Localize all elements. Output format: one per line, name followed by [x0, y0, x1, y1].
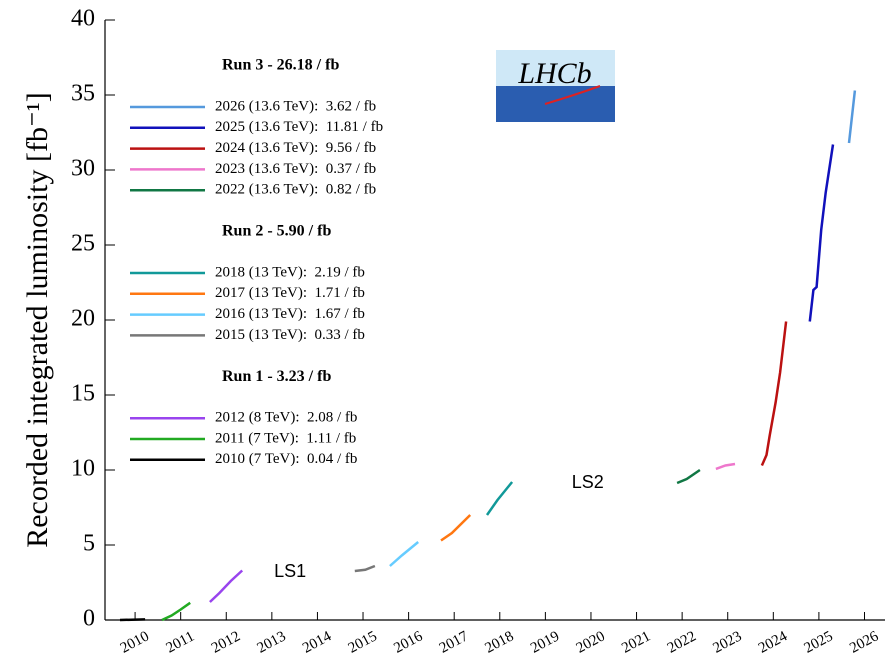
legend-label: 2010 (7 TeV): 0.04 / fb	[215, 451, 357, 467]
y-tick-label: 5	[83, 531, 95, 557]
x-tick-label: 2015	[346, 628, 380, 656]
legend-group-title: Run 1 - 3.23 / fb	[222, 368, 331, 385]
logo: LHCb	[496, 50, 615, 122]
x-tick-label: 2020	[574, 628, 608, 656]
logo-swoosh	[544, 85, 601, 105]
series-line	[760, 321, 788, 467]
x-tick-label: 2022	[665, 628, 699, 656]
y-tick-label: 30	[71, 156, 95, 182]
series-line	[389, 541, 419, 567]
annotation: LS2	[572, 472, 604, 492]
x-tick-label: 2024	[756, 628, 790, 656]
x-tick-label: 2014	[300, 628, 334, 656]
series-line	[209, 569, 244, 603]
series-line	[847, 90, 857, 144]
y-tick-label: 40	[71, 6, 95, 32]
legend-label: 2023 (13.6 TeV): 0.37 / fb	[215, 161, 376, 177]
legend-label: 2025 (13.6 TeV): 11.81 / fb	[215, 119, 383, 135]
series-line	[676, 468, 701, 485]
y-tick-label: 20	[71, 306, 95, 332]
x-tick-label: 2011	[164, 629, 198, 657]
y-tick-label: 35	[71, 81, 95, 107]
legend-label: 2026 (13.6 TeV): 3.62 / fb	[215, 98, 376, 114]
annotation: LS1	[274, 561, 306, 581]
series-line	[440, 514, 472, 542]
x-tick-label: 2010	[118, 628, 152, 656]
y-tick-label: 25	[71, 231, 95, 257]
legend-label: 2012 (8 TeV): 2.08 / fb	[215, 410, 357, 426]
y-tick-label: 0	[83, 606, 95, 632]
x-tick-label: 2023	[710, 628, 744, 656]
x-tick-label: 2013	[255, 628, 289, 656]
series-line	[119, 618, 146, 622]
series-line	[808, 144, 835, 322]
logo-text: LHCb	[517, 57, 591, 90]
x-tick-label: 2016	[391, 628, 425, 656]
x-tick-label: 2018	[483, 628, 517, 656]
x-tick-label: 2021	[619, 628, 653, 656]
x-tick-label: 2017	[437, 628, 471, 656]
legend-label: 2018 (13 TeV): 2.19 / fb	[215, 264, 365, 280]
legend-label: 2015 (13 TeV): 0.33 / fb	[215, 327, 365, 343]
series-line	[485, 481, 514, 516]
legend-label: 2017 (13 TeV): 1.71 / fb	[215, 285, 365, 301]
legend-label: 2022 (13.6 TeV): 0.82 / fb	[215, 182, 376, 198]
logo-bottom	[496, 86, 615, 122]
legend-group-title: Run 3 - 26.18 / fb	[222, 57, 339, 74]
series-line	[715, 462, 736, 471]
legend-label: 2011 (7 TeV): 1.11 / fb	[215, 430, 356, 446]
series-line	[354, 564, 376, 573]
legend-label: 2016 (13 TeV): 1.67 / fb	[215, 306, 365, 322]
x-tick-label: 2025	[802, 628, 836, 656]
legend-group-title: Run 2 - 5.90 / fb	[222, 223, 331, 240]
legend-label: 2024 (13.6 TeV): 9.56 / fb	[215, 140, 376, 156]
y-axis-label: Recorded integrated luminosity [fb⁻¹]	[21, 92, 54, 548]
y-tick-label: 10	[71, 456, 95, 482]
x-tick-label: 2012	[209, 628, 243, 656]
y-tick-label: 15	[71, 381, 95, 407]
x-tick-label: 2019	[528, 628, 562, 656]
series-line	[161, 601, 191, 622]
x-tick-label: 2026	[847, 628, 881, 656]
logo-top	[496, 50, 615, 86]
